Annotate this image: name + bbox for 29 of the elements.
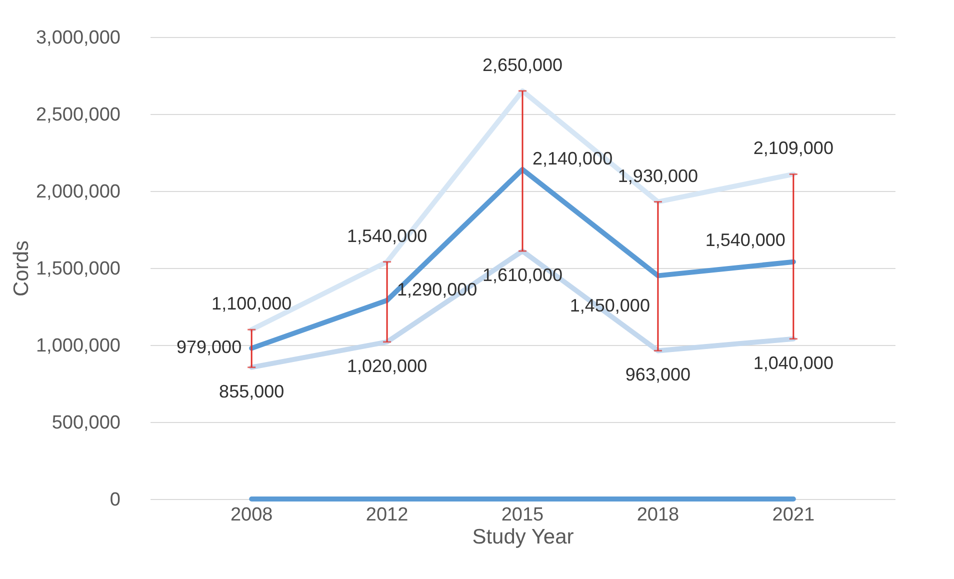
y-tick-label: 3,000,000 (36, 28, 120, 48)
data-label: 1,930,000 (618, 166, 698, 186)
data-label: 2,109,000 (753, 138, 834, 158)
x-axis-title: Study Year (472, 526, 574, 548)
data-label: 1,540,000 (347, 226, 428, 246)
x-tick-label: 2018 (636, 504, 680, 526)
data-label: 855,000 (219, 381, 284, 402)
data-label: 1,450,000 (570, 296, 650, 316)
data-label: 1,540,000 (705, 230, 786, 250)
data-label: 1,040,000 (753, 352, 834, 373)
y-tick-label: 500,000 (52, 412, 120, 434)
y-tick-label: 2,000,000 (36, 182, 120, 202)
x-tick-label: 2021 (772, 504, 815, 526)
y-axis-title: Cords (10, 240, 33, 297)
data-label: 2,140,000 (532, 148, 613, 168)
x-tick-label: 2008 (230, 504, 273, 526)
data-label: 1,290,000 (397, 279, 478, 300)
data-label: 1,100,000 (212, 294, 292, 314)
data-label: 2,650,000 (482, 54, 563, 75)
data-label: 963,000 (625, 364, 690, 385)
y-tick-label: 2,500,000 (36, 104, 120, 126)
data-label: 1,610,000 (482, 265, 563, 286)
y-tick-label: 0 (110, 490, 120, 510)
x-tick-label: 2015 (501, 504, 544, 526)
x-tick-label: 2012 (366, 504, 408, 526)
data-label: 979,000 (176, 337, 242, 358)
y-tick-label: 1,500,000 (36, 258, 120, 280)
y-tick-label: 1,000,000 (36, 336, 120, 356)
data-label: 1,020,000 (347, 356, 428, 376)
